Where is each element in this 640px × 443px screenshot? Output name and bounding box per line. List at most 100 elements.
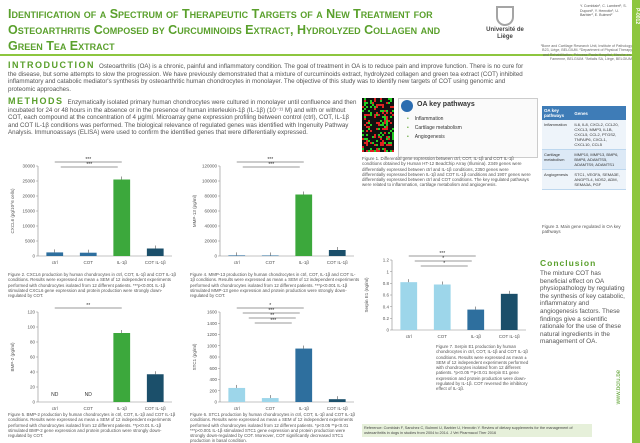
table-header-row: OA key pathways Genes (542, 106, 626, 120)
x-tick-label: IL-1β (471, 334, 482, 339)
y-tick-label: 10000 (22, 224, 35, 229)
poster-header: Identification of a Spectrum of Therapeu… (0, 0, 640, 56)
y-tick-label: 20 (30, 385, 36, 390)
bar (328, 399, 346, 402)
methods-text: Enzymatically isolated primary human cho… (8, 99, 357, 137)
oa-key-pathways-box: OA key pathways Inflammation Cartilage m… (398, 98, 538, 158)
affiliations: ¹Bone and Cartilage Research Unit, Insti… (540, 44, 632, 62)
figure-3-caption: Figure 3. Main gene regulated in OA key … (542, 224, 621, 235)
website-link[interactable]: www.bcru.be (616, 370, 622, 405)
y-tick-label: 120000 (202, 164, 218, 169)
bar (467, 309, 485, 330)
bar (146, 374, 164, 402)
x-tick-label: COT (84, 406, 94, 411)
x-tick-label: IL-1β (117, 260, 128, 265)
y-tick-label: 0.6 (383, 293, 390, 298)
methods: Methods Enzymatically isolated primary hu… (8, 97, 358, 137)
bar (146, 248, 164, 256)
pathway-item: Angiogenesis (407, 133, 462, 142)
bar-label: ND (51, 392, 59, 398)
y-tick-label: 100 (27, 325, 35, 330)
pathway-icon (401, 100, 413, 112)
x-tick-label: COT (438, 334, 448, 339)
x-tick-label: ctrl (234, 260, 240, 265)
reference-footer: Reference: Comblain F, Sanchez C, Bulmmi… (362, 424, 592, 437)
y-tick-label: 400 (209, 377, 217, 382)
intro-title: Introduction (8, 60, 95, 70)
significance-label: *** (268, 308, 274, 314)
x-tick-label: IL-1β (117, 406, 128, 411)
conclusion: Conclusion The mixture COT has beneficia… (540, 258, 626, 388)
x-tick-label: IL-1β (299, 260, 310, 265)
y-tick-label: 60000 (204, 209, 217, 214)
significance-label: *** (267, 157, 273, 163)
significance-label: *** (85, 157, 91, 163)
y-tick-label: 100000 (202, 179, 218, 184)
y-tick-label: 80000 (204, 194, 217, 199)
poster-title: Identification of a Spectrum of Therapeu… (8, 7, 441, 53)
university-logo: Université de Liège (486, 6, 524, 40)
significance-label: *** (268, 162, 274, 168)
y-tick-label: 1200 (207, 332, 218, 337)
bar (228, 255, 246, 256)
x-tick-label: COT IL-1β (327, 260, 348, 265)
y-tick-label: 0 (214, 400, 217, 405)
bar (261, 398, 279, 402)
oa-pathways-title: OA key pathways (417, 101, 475, 108)
y-tick-label: 0.8 (383, 281, 390, 286)
x-tick-label: ctrl (52, 406, 58, 411)
x-tick-label: ctrl (52, 260, 58, 265)
table-cell: MMP10, MMP13, BMP6, BMP8, ADAMTS5, ADAMT… (572, 149, 626, 170)
x-tick-label: COT IL-1β (145, 406, 166, 411)
microarray-heatmap (362, 98, 394, 152)
significance-label: *** (86, 162, 92, 168)
y-tick-label: 0 (386, 328, 389, 333)
bar (295, 194, 313, 256)
bar-label: ND (85, 392, 93, 398)
x-tick-label: COT (84, 260, 94, 265)
y-axis-label: STC1 (pg/ml) (192, 343, 197, 370)
y-tick-label: 60 (30, 355, 36, 360)
y-tick-label: 1600 (207, 310, 218, 315)
pathway-item: Inflammation (407, 115, 462, 124)
y-tick-label: 20000 (22, 194, 35, 199)
figure-7-chart: 0 0.2 0.4 0.6 0.8 1 1.2 Serpin E1 (ng/ml) ctrl CO… (362, 246, 532, 344)
significance-label: *** (270, 318, 276, 324)
y-axis-label: CXCL6 (pg/10^6 cells) (10, 188, 15, 233)
x-tick-label: COT IL-1β (327, 406, 348, 411)
x-tick-label: COT (266, 406, 276, 411)
significance-label: ** (86, 303, 90, 309)
bar (46, 252, 64, 256)
x-tick-label: ctrl (406, 334, 412, 339)
x-tick-label: COT IL-1β (499, 334, 520, 339)
figure-1-caption: Figure 1. Differential gene expression b… (362, 156, 531, 188)
significance-label: * (269, 303, 271, 309)
y-tick-label: 1400 (207, 321, 218, 326)
x-tick-label: ctrl (234, 406, 240, 411)
y-tick-label: 80 (30, 340, 36, 345)
bar (500, 293, 518, 330)
figure-5-chart: 0 20 40 60 80 100 120 BMP-2 (pg/ml) ND ctrl ND COT I… (8, 298, 178, 416)
bar (79, 252, 97, 256)
significance-label: ** (270, 313, 274, 319)
table-cell: STC1, VEGFA, SEMA3E, ANGPTL4, NOS2, ADM,… (572, 169, 626, 190)
bar (295, 348, 313, 402)
y-tick-label: 1.2 (383, 258, 390, 263)
authors: Y. Comblain¹, C. Lambert¹, S. Dupont¹, Y… (580, 4, 627, 17)
pathway-gene-table: OA key pathways Genes Inflammation IL6, … (542, 106, 626, 190)
bar (328, 250, 346, 256)
bar (433, 284, 451, 330)
conclusion-title: Conclusion (540, 258, 597, 268)
oa-pathways-list: Inflammation Cartilage metabolism Angiog… (407, 115, 462, 142)
y-tick-label: 0 (214, 254, 217, 259)
table-row: Cartilage metabolism MMP10, MMP13, BMP6,… (542, 149, 626, 170)
y-tick-label: 25000 (22, 179, 35, 184)
figure-2-chart: 0 5000 10000 15000 20000 25000 30000 CXCL6 (pg/… (8, 152, 178, 270)
y-tick-label: 5000 (25, 239, 36, 244)
y-axis-label: Serpin E1 (ng/ml) (364, 277, 369, 313)
y-axis-label: MMP-13 (pg/ml) (192, 194, 197, 227)
table-cell: Inflammation (542, 120, 573, 150)
table-row: Inflammation IL6, IL8, CXCL2, CCL20, CXC… (542, 120, 626, 150)
y-tick-label: 600 (209, 366, 217, 371)
y-tick-label: 40000 (204, 224, 217, 229)
